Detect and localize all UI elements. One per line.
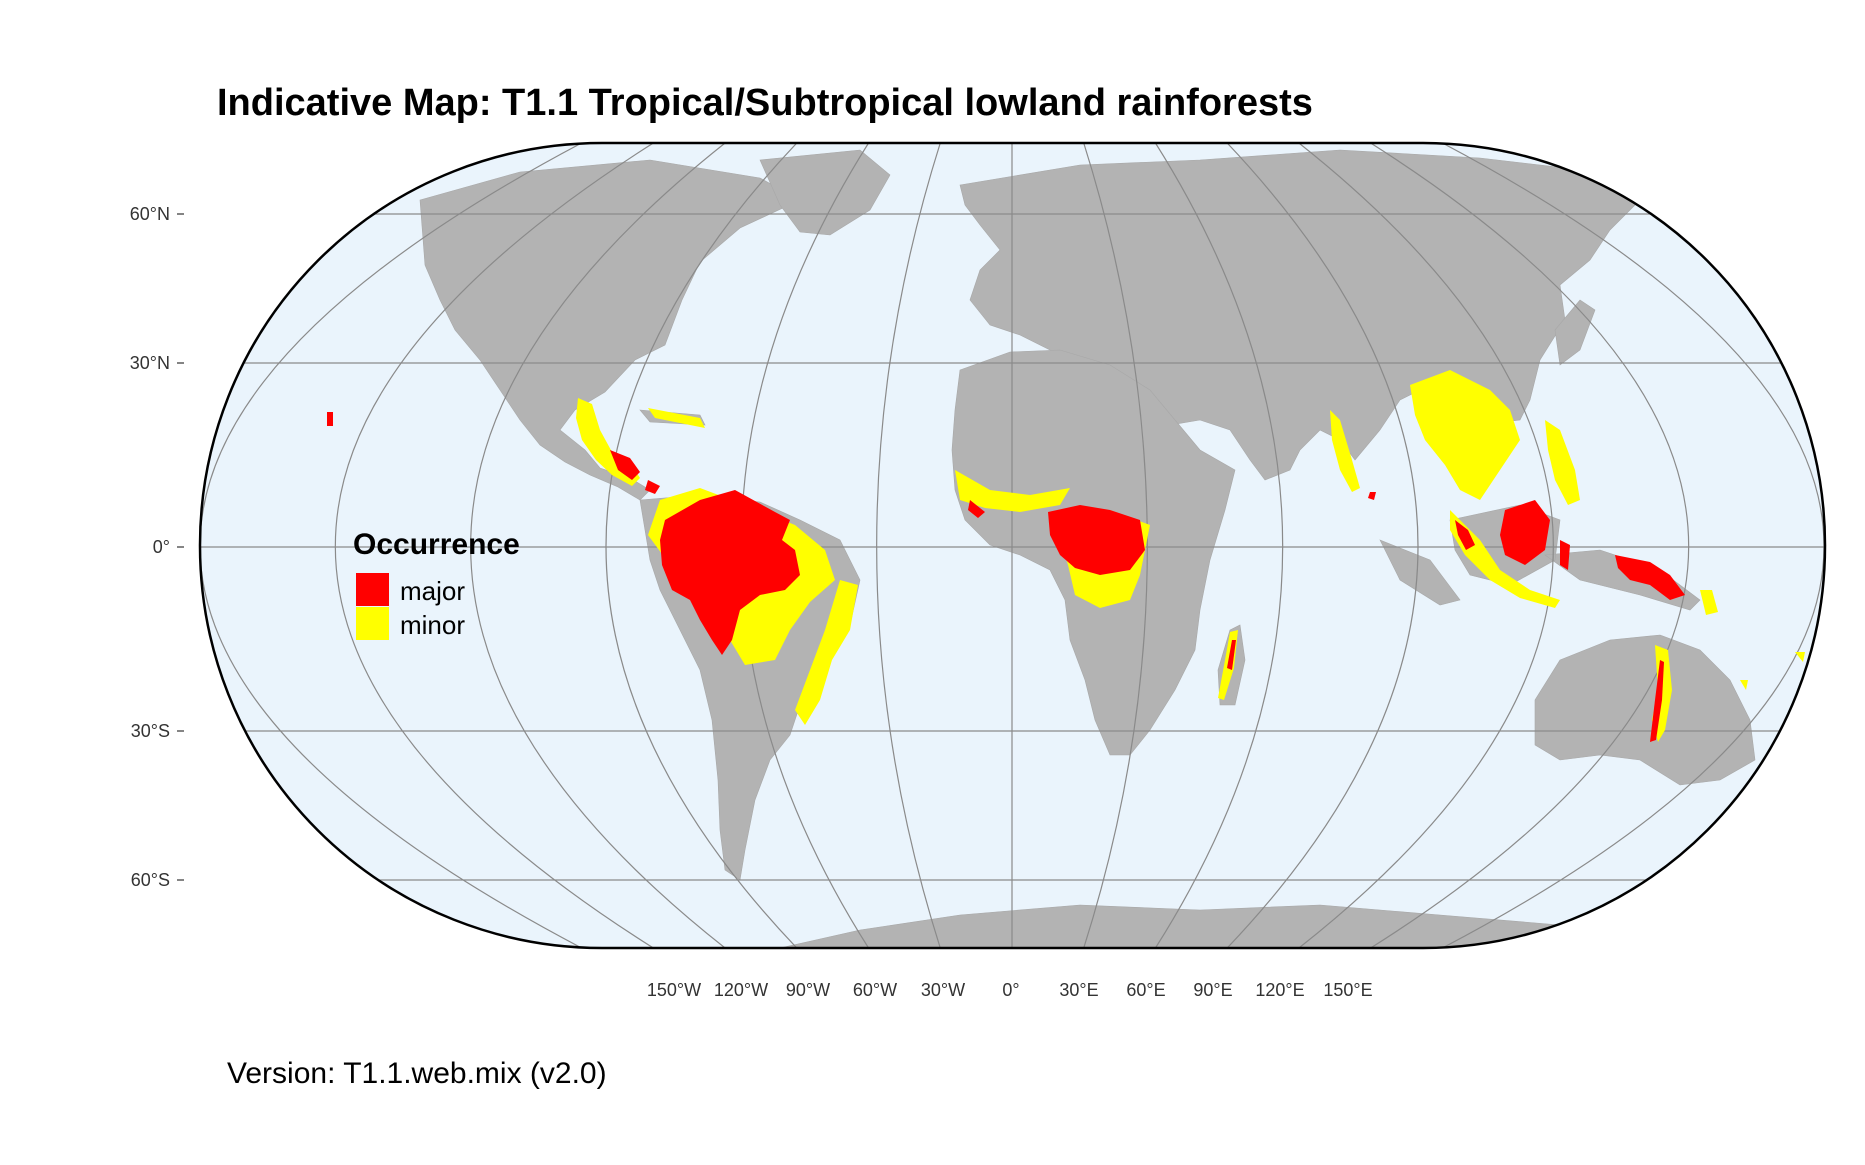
major-amazon xyxy=(660,490,800,655)
lon-label-90w: 90°W xyxy=(786,980,830,1000)
occurrence-major-layer xyxy=(327,412,1685,742)
minor-philippines xyxy=(1545,420,1580,505)
meridian-line xyxy=(470,143,726,948)
lon-axis: 150°W 120°W 90°W 60°W 30°W 0° 30°E 60°E … xyxy=(647,980,1373,1000)
minor-india-west xyxy=(1330,410,1360,492)
lat-label-60n: 60°N xyxy=(130,204,170,224)
meridian-line xyxy=(605,143,798,948)
major-sumatra xyxy=(1455,520,1475,550)
major-central-america xyxy=(610,450,660,494)
meridian-line xyxy=(334,143,654,948)
meridian-line xyxy=(876,143,941,948)
lon-label-120e: 120°E xyxy=(1255,980,1304,1000)
lon-label-120w: 120°W xyxy=(714,980,768,1000)
minor-indochina xyxy=(1410,370,1520,500)
lat-label-30n: 30°N xyxy=(130,353,170,373)
lon-label-150e: 150°E xyxy=(1323,980,1372,1000)
legend-label-minor: minor xyxy=(400,610,465,640)
meridian-line xyxy=(1154,143,1284,948)
meridian-line xyxy=(1298,143,1554,948)
major-new-guinea xyxy=(1615,555,1685,600)
major-hawaii xyxy=(327,412,333,426)
meridians xyxy=(200,143,1825,948)
landmass-australia xyxy=(1534,634,1756,786)
meridian-line xyxy=(200,143,582,948)
minor-west-africa xyxy=(955,470,1070,512)
legend-swatch-major xyxy=(356,573,389,606)
minor-sumatra-java xyxy=(1450,510,1560,608)
major-sri-lanka xyxy=(1368,492,1376,500)
landmass-new-zealand xyxy=(1769,769,1816,821)
landmass-north-america xyxy=(419,159,801,501)
version-caption: Version: T1.1.web.mix (v2.0) xyxy=(227,1057,607,1090)
legend: Occurrence major minor xyxy=(353,528,520,640)
legend-label-major: major xyxy=(400,576,465,606)
map-content xyxy=(200,143,1825,948)
legend-title: Occurrence xyxy=(353,528,520,561)
lat-label-0: 0° xyxy=(153,537,170,557)
globe-outline xyxy=(198,141,1827,950)
lat-axis: 60°N 30°N 0° 30°S 60°S xyxy=(130,204,184,890)
lon-label-150w: 150°W xyxy=(647,980,701,1000)
minor-brazil-atlantic xyxy=(795,580,858,725)
minor-pacific-islands xyxy=(1700,590,1805,690)
lat-label-30s: 30°S xyxy=(131,721,170,741)
graticule xyxy=(200,143,1825,948)
major-west-africa xyxy=(968,500,985,518)
lon-label-60e: 60°E xyxy=(1126,980,1165,1000)
major-madagascar xyxy=(1227,640,1236,670)
lon-label-30w: 30°W xyxy=(921,980,965,1000)
minor-caribbean xyxy=(648,408,705,428)
meridian-line xyxy=(1083,143,1148,948)
meridian-line xyxy=(1370,143,1690,948)
lon-label-90e: 90°E xyxy=(1193,980,1232,1000)
major-borneo xyxy=(1500,500,1550,565)
lon-label-30e: 30°E xyxy=(1059,980,1098,1000)
map-title: Indicative Map: T1.1 Tropical/Subtropica… xyxy=(217,82,1313,124)
lon-label-60w: 60°W xyxy=(853,980,897,1000)
lat-label-60s: 60°S xyxy=(131,870,170,890)
lon-label-0: 0° xyxy=(1002,980,1019,1000)
major-sulawesi xyxy=(1560,540,1570,570)
meridian-line xyxy=(1226,143,1419,948)
major-australia-east xyxy=(1650,660,1664,742)
major-congo xyxy=(1048,505,1145,575)
legend-swatch-minor xyxy=(356,607,389,640)
